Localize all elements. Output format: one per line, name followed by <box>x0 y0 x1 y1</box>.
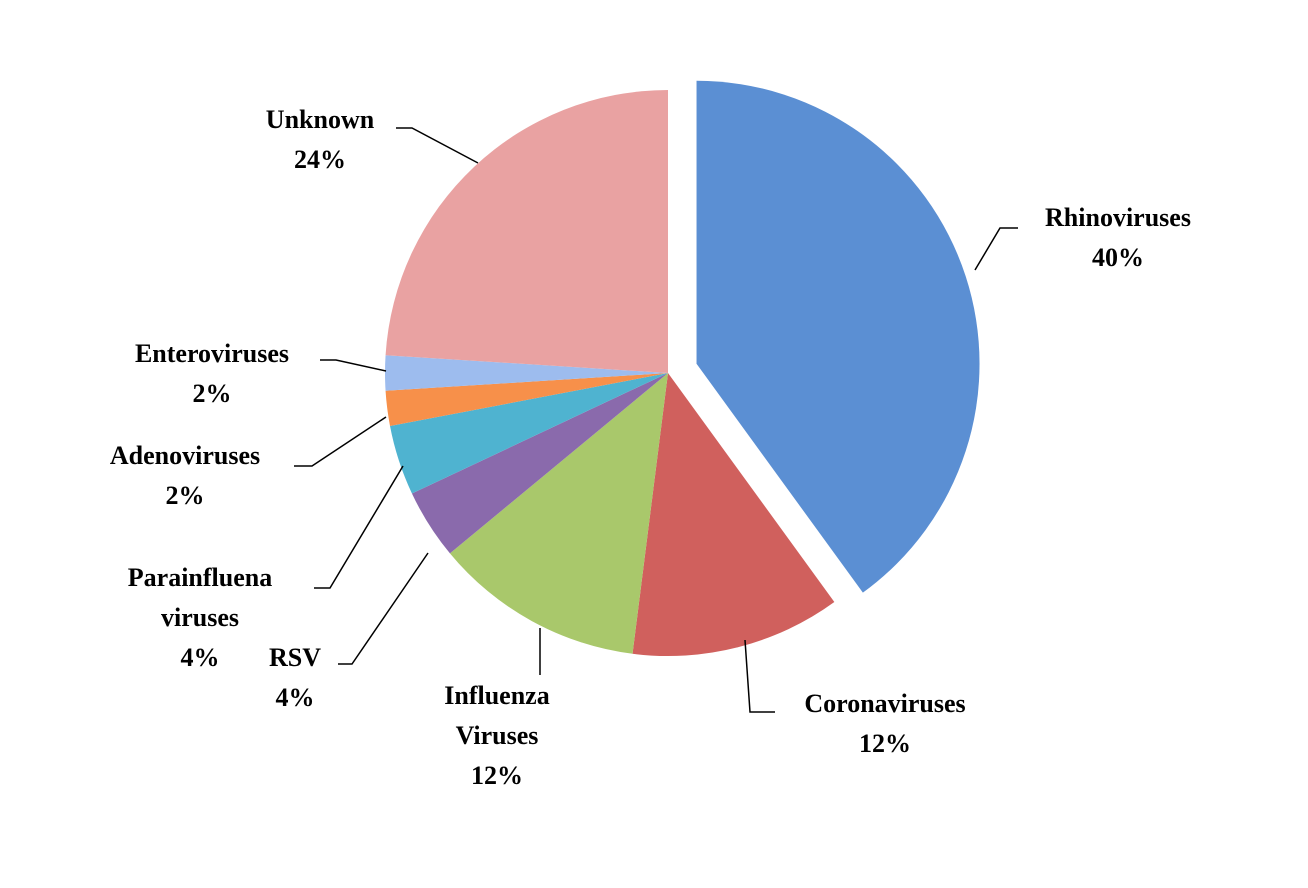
slice-label: Rhinoviruses <box>1045 203 1191 232</box>
value-label: 12% <box>859 729 911 758</box>
slice-label: Parainfluena viruses <box>128 563 272 632</box>
slice-label: Influenza Viruses <box>444 681 549 750</box>
value-label: 40% <box>1092 243 1144 272</box>
value-label: 4% <box>181 643 220 672</box>
value-label: 2% <box>166 481 205 510</box>
leader-line <box>396 127 479 164</box>
leader-line <box>744 639 775 713</box>
value-label: 4% <box>276 683 315 712</box>
pie-slice <box>449 373 668 654</box>
value-label: 24% <box>294 145 346 174</box>
leader-line <box>338 552 429 665</box>
leader-line <box>294 416 387 467</box>
pie-slice <box>411 373 668 554</box>
leader-line <box>320 359 387 372</box>
pie-slice <box>696 80 980 593</box>
slice-label: Unknown <box>266 105 375 134</box>
pie-slice <box>632 373 835 656</box>
slice-label: Coronaviruses <box>804 689 965 718</box>
pie-slice <box>385 90 668 373</box>
pie-slice <box>385 355 668 391</box>
slice-label: Adenoviruses <box>110 441 260 470</box>
slice-label: Enteroviruses <box>135 339 289 368</box>
slice-label: RSV <box>269 643 321 672</box>
leader-line <box>974 227 1018 271</box>
value-label: 12% <box>471 761 523 790</box>
pie-slice <box>385 373 668 427</box>
pie-slice <box>390 373 668 494</box>
leader-line <box>314 465 404 589</box>
value-label: 2% <box>193 379 232 408</box>
